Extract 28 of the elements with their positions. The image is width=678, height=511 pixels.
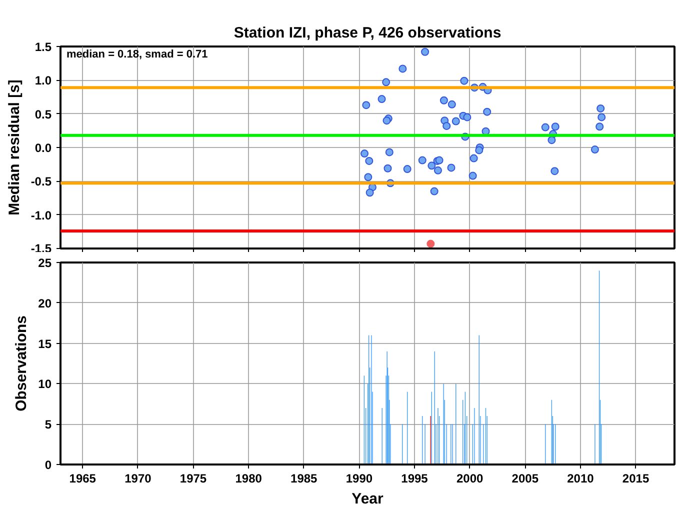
y-axis-title: Observations [13,316,30,412]
chart-title: Station IZI, phase P, 426 observations [234,24,502,42]
y-tick-label: 1.5 [34,40,52,54]
x-tick-label: 2015 [622,472,650,486]
y-tick-label: 25 [38,256,52,270]
y-tick-label: -1.0 [30,208,52,222]
x-axis-title: Year [352,490,384,508]
y-tick-label: -0.5 [30,174,52,189]
y-tick-label: 0 [44,458,52,472]
x-tick-label: 1980 [235,472,262,486]
y-tick-label: 5 [44,418,52,432]
y-tick-label: 0.5 [34,107,52,122]
x-tick-label: 1970 [124,472,152,486]
x-tick-label: 2010 [567,472,594,486]
x-tick-label: 1985 [290,472,318,486]
y-tick-label: 0.0 [34,141,52,155]
x-tick-label: 1965 [69,472,96,486]
x-tick-label: 1990 [346,472,373,486]
annotation: median = 0.18, smad = 0.71 [66,48,208,60]
x-tick-label: 2000 [456,472,484,486]
x-tick-label: 2005 [512,472,539,486]
x-tick-label: 1975 [180,472,207,486]
y-axis-title: Median residual [s] [6,80,23,216]
y-tick-label: 1.0 [34,74,52,88]
y-tick-label: 10 [38,377,52,392]
y-tick-label: 15 [38,336,52,351]
x-tick-label: 1995 [401,472,428,486]
y-tick-label: 20 [38,296,52,310]
